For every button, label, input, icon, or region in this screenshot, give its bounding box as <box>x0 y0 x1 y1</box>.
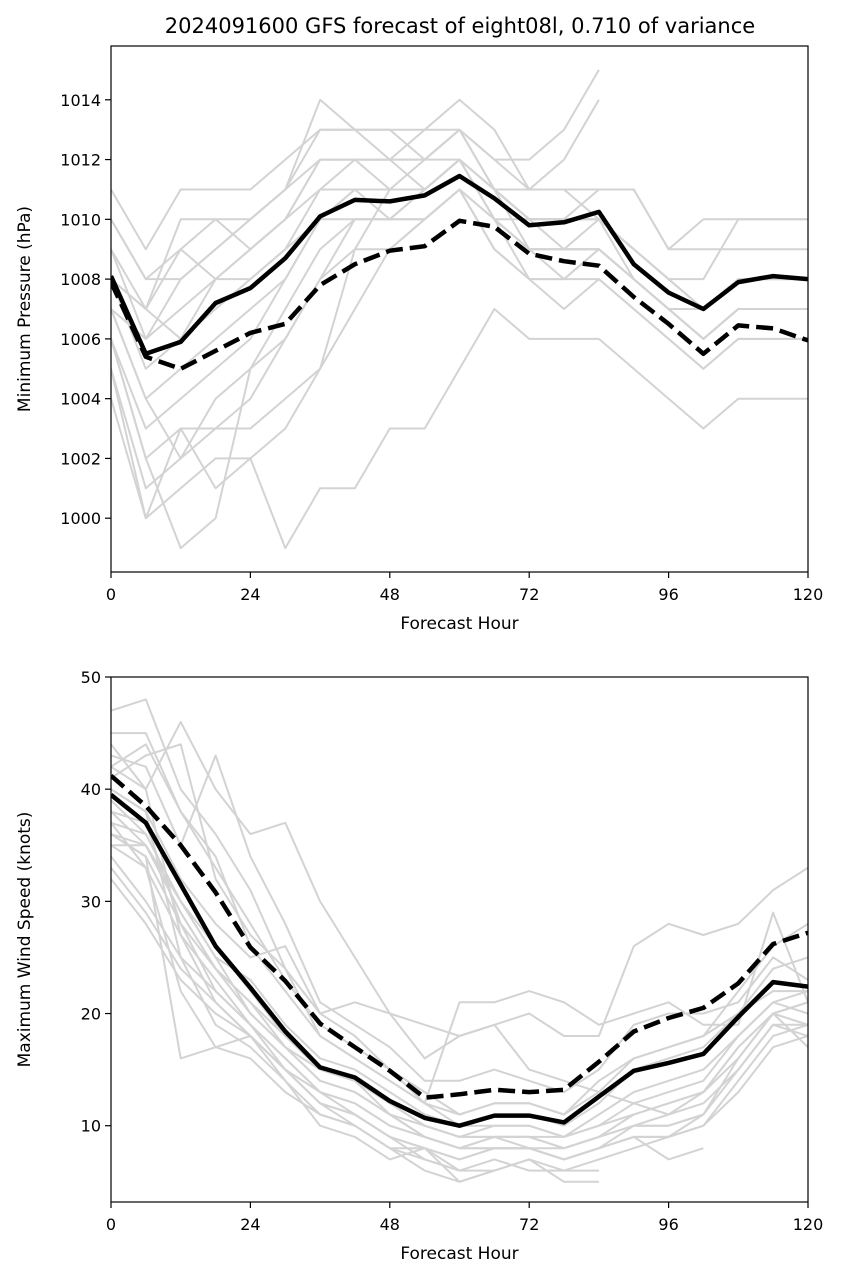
wind-x-tick-label: 48 <box>380 1215 400 1234</box>
pressure-chart: 0 24 48 72 96 120 1000 1002 1004 1006 1008 1010 101… <box>15 45 823 634</box>
pressure-y-tick-label: 1004 <box>60 390 101 409</box>
pressure-x-tick-label: 72 <box>519 585 539 604</box>
pressure-y-tick-label: 1006 <box>60 330 101 349</box>
pressure-x-tick-label: 96 <box>658 585 678 604</box>
pressure-y-axis-label: Minimum Pressure (hPa) <box>15 206 35 412</box>
wind-ensemble-member-5 <box>111 743 808 1105</box>
pressure-ensemble-member-17 <box>111 158 808 310</box>
pressure-x-tick-label: 48 <box>380 585 400 604</box>
wind-dashed-series-line <box>111 774 808 1100</box>
pressure-x-tick-label: 120 <box>793 585 824 604</box>
wind-ensemble-member-21 <box>111 833 495 1183</box>
wind-x-tick-label: 0 <box>106 1215 116 1234</box>
pressure-x-tick-label: 24 <box>240 585 260 604</box>
wind-y-tick-label: 50 <box>81 668 101 687</box>
wind-ensemble-member-20 <box>111 822 460 1172</box>
pressure-ensemble-member-13 <box>111 308 808 550</box>
wind-solid-series-line <box>111 793 808 1128</box>
wind-ensemble-member-6 <box>111 743 808 1116</box>
wind-x-tick-label: 72 <box>519 1215 539 1234</box>
wind-y-tick-label: 10 <box>81 1117 101 1136</box>
pressure-x-axis-label: Forecast Hour <box>400 614 518 634</box>
pressure-ensemble-member-5 <box>111 128 808 281</box>
wind-y-tick-label: 40 <box>81 780 101 799</box>
wind-main-lines <box>111 774 808 1128</box>
pressure-x-tick-label: 0 <box>106 585 116 604</box>
pressure-solid-series-line <box>111 173 808 357</box>
wind-y-axis-label: Maximum Wind Speed (knots) <box>15 812 35 1068</box>
wind-ensemble-member-9 <box>111 810 808 1138</box>
pressure-y-tick-label: 1000 <box>60 509 101 528</box>
wind-x-tick-label: 24 <box>240 1215 260 1234</box>
wind-x-ticks: 0 24 48 72 96 120 <box>106 1202 823 1234</box>
pressure-dashed-series-line <box>111 218 808 372</box>
pressure-plot-frame <box>110 45 809 573</box>
wind-x-axis-label: Forecast Hour <box>400 1244 518 1264</box>
pressure-y-tick-label: 1014 <box>60 91 101 110</box>
wind-x-tick-label: 96 <box>658 1215 678 1234</box>
pressure-y-tick-label: 1012 <box>60 151 101 170</box>
wind-ensemble-member-11 <box>111 833 808 1150</box>
pressure-x-ticks: 0 24 48 72 96 120 <box>106 572 823 604</box>
wind-ensemble-member-1 <box>111 698 808 1127</box>
wind-y-tick-label: 20 <box>81 1005 101 1024</box>
pressure-y-tick-label: 1002 <box>60 449 101 468</box>
pressure-y-tick-label: 1008 <box>60 270 101 289</box>
wind-x-tick-label: 120 <box>793 1215 824 1234</box>
wind-ensemble-member-19 <box>111 788 599 1183</box>
pressure-main-lines <box>111 173 808 372</box>
chart-title: 2024091600 GFS forecast of eight08l, 0.7… <box>165 14 755 38</box>
wind-y-ticks: 10 20 30 40 50 <box>81 668 111 1136</box>
pressure-ensemble-lines <box>111 69 808 550</box>
pressure-ensemble-member-15 <box>111 188 808 550</box>
wind-ensemble-lines <box>111 698 808 1183</box>
wind-y-tick-label: 30 <box>81 892 101 911</box>
wind-chart: 0 24 48 72 96 120 10 20 30 40 50 Forecast Hour Ma… <box>15 668 823 1264</box>
pressure-ensemble-member-10 <box>111 188 808 460</box>
pressure-y-ticks: 1000 1002 1004 1006 1008 1010 1012 1014 <box>60 91 111 528</box>
pressure-y-tick-label: 1010 <box>60 210 101 229</box>
pressure-ensemble-member-9 <box>111 158 808 430</box>
wind-plot-frame <box>110 676 809 1203</box>
wind-ensemble-member-7 <box>111 788 808 1116</box>
wind-ensemble-member-22 <box>111 765 704 1161</box>
